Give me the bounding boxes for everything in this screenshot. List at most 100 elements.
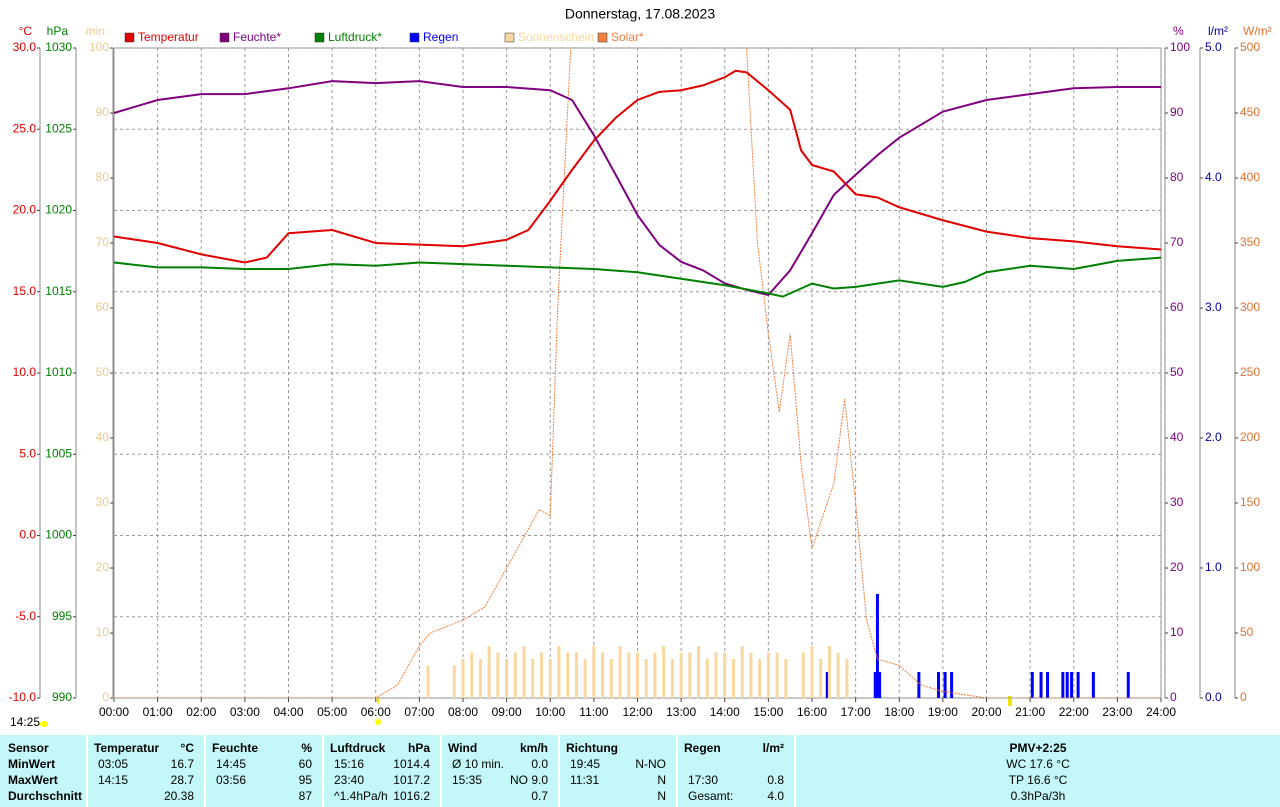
y-tick-label: 50 xyxy=(96,365,110,379)
bar xyxy=(731,659,735,698)
column-separator xyxy=(794,735,796,807)
table-unit: % xyxy=(301,741,312,755)
plot-series xyxy=(114,48,1161,698)
bar xyxy=(478,659,482,698)
table-cell: 1017.2 xyxy=(393,773,430,787)
y-tick-label: 1025 xyxy=(45,121,72,135)
x-tick-label: 03:00 xyxy=(230,705,260,719)
bar xyxy=(548,659,552,698)
bar xyxy=(592,646,596,698)
y-tick-label: 100 xyxy=(1240,560,1260,574)
table-cell: 0.0 xyxy=(531,757,548,771)
y-axis-title: hPa xyxy=(47,24,69,38)
legend-label: Feuchte* xyxy=(233,30,281,44)
bar xyxy=(505,659,509,698)
column-separator xyxy=(440,735,442,807)
legend-label: Temperatur xyxy=(138,30,199,44)
chart-title: Donnerstag, 17.08.2023 xyxy=(565,6,715,22)
y-tick-label: 0 xyxy=(1240,690,1247,704)
table-cell: ^1.4hPa/h xyxy=(334,789,388,803)
bar xyxy=(1091,672,1095,698)
bar xyxy=(540,652,544,698)
legend-swatch xyxy=(124,32,135,43)
table-cell: N xyxy=(657,773,666,787)
row-label: MaxWert xyxy=(8,773,58,787)
table-cell: 17:30 xyxy=(688,773,719,787)
y-tick-label: 0 xyxy=(102,690,109,704)
table-cell: N-NO xyxy=(635,757,666,771)
table-cell: Ø 10 min. xyxy=(452,757,505,771)
x-tick-label: 16:00 xyxy=(797,705,827,719)
y-tick-label: 350 xyxy=(1240,235,1260,249)
y-tick-label: -10.0 xyxy=(9,690,37,704)
bar xyxy=(618,646,622,698)
bar xyxy=(937,672,941,698)
y-tick-label: 50 xyxy=(1240,625,1254,639)
y-tick-label: 100 xyxy=(1170,40,1190,54)
y-tick-label: 80 xyxy=(96,170,110,184)
table-header: Richtung xyxy=(566,741,618,755)
table-cell: 11:31 xyxy=(570,773,600,787)
bar xyxy=(1126,672,1130,698)
legend-label: Solar* xyxy=(611,30,644,44)
bar xyxy=(1070,672,1074,698)
bar xyxy=(1039,672,1043,698)
x-tick-label: 01:00 xyxy=(143,705,173,719)
table-cell: 87 xyxy=(298,789,312,803)
y-tick-label: 15.0 xyxy=(13,284,37,298)
chart: Donnerstag, 17.08.2023 14:25 00:00 01:00 0… xyxy=(9,6,1272,729)
bar xyxy=(662,646,666,698)
x-tick-label: 17:00 xyxy=(841,705,871,719)
y-tick-label: 1030 xyxy=(45,40,72,54)
table-unit: hPa xyxy=(407,741,430,755)
x-tick-label: 11:00 xyxy=(579,705,608,719)
bar xyxy=(688,652,692,698)
y-tick-label: 30 xyxy=(1170,495,1184,509)
y-tick-label: 1015 xyxy=(45,284,72,298)
solar-line xyxy=(114,48,1161,698)
table-cell: 14:45 xyxy=(216,757,247,771)
series-line xyxy=(114,80,1161,297)
bar xyxy=(452,665,456,698)
current-time: 14:25 xyxy=(10,715,40,729)
bar xyxy=(758,659,762,698)
y-tick-label: 50 xyxy=(1170,365,1184,379)
x-tick-label: 24:00 xyxy=(1146,705,1176,719)
y-tick-label: 2.0 xyxy=(1205,430,1222,444)
legend-swatch xyxy=(597,32,608,43)
y-tick-label: 5.0 xyxy=(19,446,36,460)
y-tick-label: 995 xyxy=(52,609,72,623)
y-tick-label: 3.0 xyxy=(1205,300,1222,314)
x-tick-label: 08:00 xyxy=(448,705,478,719)
y-tick-label: 10 xyxy=(1170,625,1184,639)
y-tick-label: 30 xyxy=(96,495,110,509)
bar xyxy=(1076,672,1080,698)
y-tick-label: 20 xyxy=(1170,560,1184,574)
column-separator xyxy=(86,735,88,807)
table-cell: Gesamt: xyxy=(688,789,734,803)
legend-swatch xyxy=(219,32,230,43)
bar xyxy=(1061,672,1065,698)
series-line xyxy=(114,69,1161,264)
bar xyxy=(670,659,674,698)
bar xyxy=(749,652,753,698)
y-tick-label: 300 xyxy=(1240,300,1260,314)
y-tick-label: 60 xyxy=(1170,300,1184,314)
legend-swatch xyxy=(314,32,325,43)
x-tick-label: 12:00 xyxy=(622,705,652,719)
bar xyxy=(723,652,727,698)
table-cell: 15:35 xyxy=(452,773,483,787)
table-cell: 1014.4 xyxy=(393,757,430,771)
y-tick-label: 10 xyxy=(96,625,110,639)
y-tick-label: 90 xyxy=(96,105,110,119)
y-tick-label: 150 xyxy=(1240,495,1260,509)
bar xyxy=(461,659,465,698)
bar xyxy=(1065,672,1069,698)
column-separator xyxy=(322,735,324,807)
y-tick-label: 250 xyxy=(1240,365,1260,379)
series-line xyxy=(114,256,1161,298)
table-cell: 28.7 xyxy=(170,773,194,787)
table-header: Sensor xyxy=(8,741,49,755)
x-tick-label: 13:00 xyxy=(666,705,696,719)
